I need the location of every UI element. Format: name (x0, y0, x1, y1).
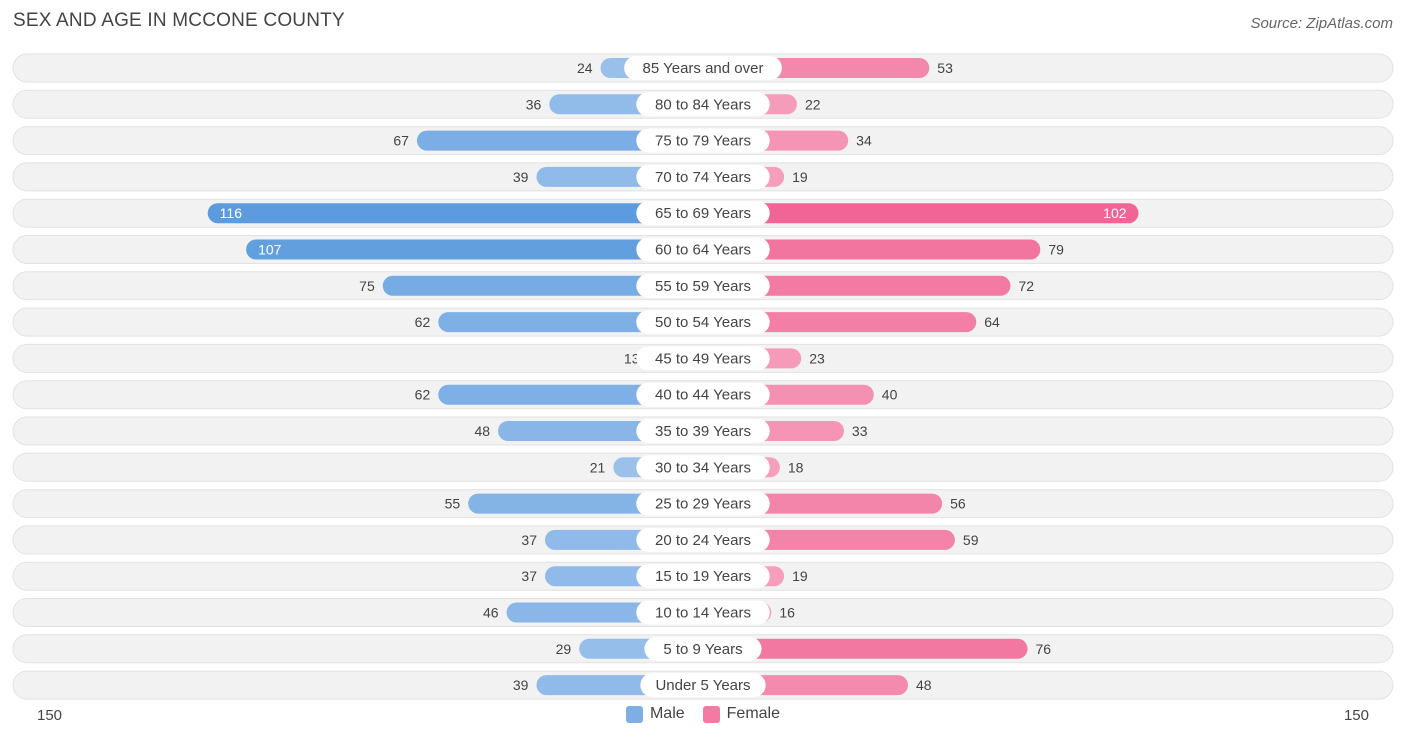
category-label: 15 to 19 Years (655, 568, 751, 585)
legend-female-swatch (702, 705, 720, 723)
male-bar (382, 275, 703, 296)
male-bar (207, 203, 703, 224)
male-value-label: 13 (624, 350, 640, 366)
male-value-label: 107 (258, 242, 282, 258)
male-value-label: 37 (521, 568, 537, 584)
category-label: 50 to 54 Years (655, 314, 751, 331)
male-value-label: 67 (393, 133, 409, 149)
male-bar (438, 312, 703, 333)
female-bar (703, 203, 1139, 224)
category-label-bg (644, 636, 762, 661)
category-label-bg (636, 527, 770, 552)
male-value-label: 39 (513, 169, 529, 185)
male-bar (246, 239, 704, 260)
category-label-bg (636, 600, 770, 625)
male-value-label: 48 (474, 423, 490, 439)
category-label: 35 to 39 Years (655, 423, 751, 440)
female-value-label: 59 (963, 532, 979, 548)
chart-title: SEX AND AGE IN MCCONE COUNTY (13, 10, 345, 31)
female-value-label: 19 (792, 568, 808, 584)
female-value-label: 76 (1036, 641, 1052, 657)
category-label-bg (636, 237, 770, 262)
male-value-label: 37 (521, 532, 537, 548)
axis-right-max: 150 (1343, 707, 1369, 724)
category-label: Under 5 Years (655, 677, 750, 694)
male-value-label: 29 (556, 641, 572, 657)
male-value-label: 75 (359, 278, 375, 294)
legend-male-label: Male (649, 705, 685, 722)
legend-female[interactable]: Female (702, 705, 781, 723)
female-value-label: 34 (856, 133, 872, 149)
female-value-label: 22 (805, 96, 821, 112)
category-label-bg (636, 128, 770, 153)
category-label: 85 Years and over (643, 60, 764, 77)
category-label: 20 to 24 Years (655, 532, 751, 549)
category-label: 55 to 59 Years (655, 278, 751, 295)
category-label-bg (636, 491, 770, 516)
male-bar (438, 384, 703, 405)
female-value-label: 23 (809, 350, 825, 366)
source-note: Source: ZipAtlas.com (1250, 15, 1393, 32)
female-bar (703, 275, 1011, 296)
female-value-label: 102 (1103, 205, 1127, 221)
female-bar (703, 312, 977, 333)
male-value-label: 116 (220, 205, 243, 221)
female-value-label: 40 (882, 387, 898, 403)
category-label: 75 to 79 Years (655, 133, 751, 150)
female-value-label: 53 (937, 60, 953, 76)
chart-area: 24 53 85 Years and over 36 22 80 to 84 Years 6… (12, 53, 1394, 700)
male-value-label: 62 (415, 314, 431, 330)
category-label-bg (636, 382, 770, 407)
female-value-label: 33 (852, 423, 868, 439)
female-value-label: 16 (779, 605, 795, 621)
male-bar (416, 130, 703, 151)
category-label: 80 to 84 Years (655, 96, 751, 113)
male-value-label: 46 (483, 605, 499, 621)
female-value-label: 48 (916, 677, 932, 693)
category-label-bg (624, 56, 782, 80)
category-label-bg (636, 201, 770, 226)
category-label: 70 to 74 Years (655, 169, 751, 186)
female-bar (703, 638, 1028, 659)
category-label-bg (636, 564, 770, 589)
male-value-label: 21 (590, 459, 606, 475)
category-label: 10 to 14 Years (655, 605, 751, 622)
category-label: 65 to 69 Years (655, 205, 751, 222)
female-value-label: 19 (792, 169, 808, 185)
category-label-bg (640, 673, 766, 698)
category-label: 25 to 29 Years (655, 496, 751, 513)
legend-male[interactable]: Male (625, 705, 685, 723)
category-label-bg (636, 419, 770, 443)
male-value-label: 62 (415, 387, 431, 403)
category-label: 30 to 34 Years (655, 459, 751, 476)
category-label-bg (636, 346, 770, 371)
female-value-label: 64 (984, 314, 1000, 330)
category-label: 40 to 44 Years (655, 387, 751, 404)
category-label: 45 to 49 Years (655, 350, 751, 367)
legend-male-swatch (625, 705, 643, 723)
female-value-label: 18 (788, 459, 804, 475)
category-label-bg (636, 164, 770, 189)
legend-female-label: Female (726, 705, 781, 722)
legend: Male Female (0, 705, 1406, 723)
category-label-bg (636, 455, 770, 480)
male-value-label: 55 (445, 496, 461, 512)
female-value-label: 72 (1018, 278, 1034, 294)
axis-left-max: 150 (37, 707, 63, 724)
category-label-bg (636, 273, 770, 298)
female-bar (703, 239, 1041, 260)
category-label-bg (636, 310, 770, 335)
category-label: 5 to 9 Years (663, 641, 742, 658)
male-value-label: 24 (577, 60, 593, 76)
category-label-bg (636, 92, 770, 117)
male-value-label: 39 (513, 677, 529, 693)
category-label: 60 to 64 Years (655, 242, 751, 259)
female-value-label: 56 (950, 496, 966, 512)
female-value-label: 79 (1048, 242, 1064, 258)
male-value-label: 36 (526, 96, 542, 112)
